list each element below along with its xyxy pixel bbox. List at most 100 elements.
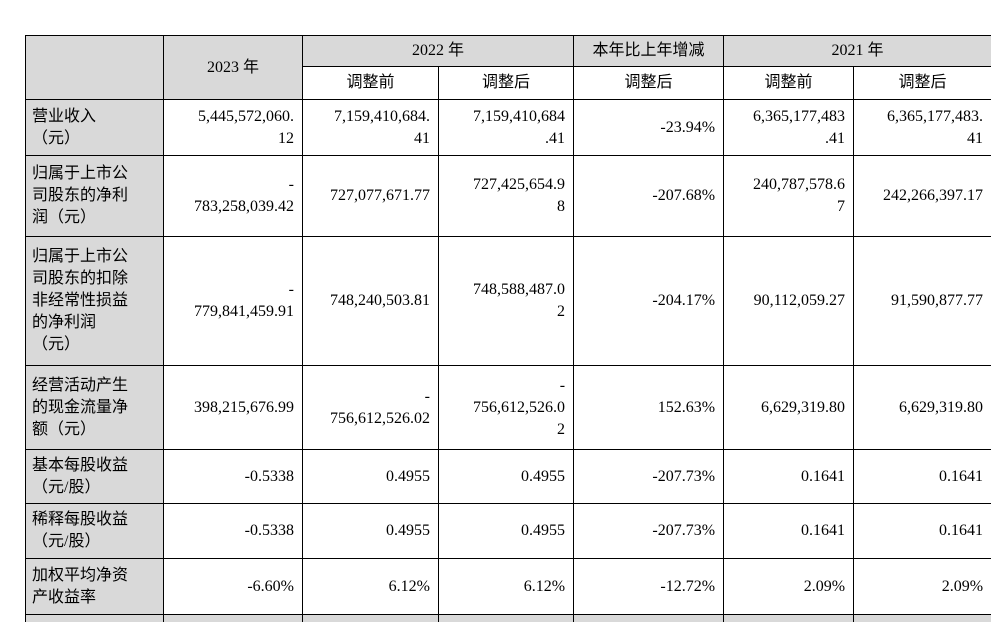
value-cell: -0.5338 <box>163 449 303 504</box>
value-cell: -23.94% <box>573 99 725 156</box>
value-cell: -204.17% <box>573 236 725 366</box>
cell-line: 7,159,410,684 <box>473 107 566 125</box>
value-cell: 0.4955 <box>302 503 439 559</box>
data-row: 归属于上市公 司股东的扣除 非经常性损益 的净利润 （元） - 779,841,459.91… <box>25 236 991 366</box>
value-cell: 6.12% <box>437 558 575 615</box>
cell-line: 营业收入 <box>32 107 97 125</box>
value-cell: 748,240,503.81 <box>302 236 439 366</box>
value-cell: 2.09% <box>853 558 991 615</box>
value-cell: -207.73% <box>573 503 725 559</box>
cell-line: 稀释每股收益 <box>32 511 129 528</box>
empty-cell <box>25 614 164 622</box>
cell-line: 经营活动产生 <box>32 376 129 394</box>
value-cell: 242,266,397.17 <box>853 155 991 237</box>
empty-cell <box>163 614 303 622</box>
cell-line: 7 <box>837 198 846 215</box>
subheader-cell: 调整前 <box>302 66 439 100</box>
row-label: 归属于上市公 司股东的扣除 非经常性损益 的净利润 （元） <box>25 236 164 366</box>
cell-line: 240,787,578.6 <box>753 176 846 193</box>
value-cell: 398,215,676.99 <box>163 365 303 450</box>
cell-line: 司股东的扣除 <box>32 270 129 287</box>
value-cell: 152.63% <box>573 365 725 450</box>
value-cell: 90,112,059.27 <box>723 236 855 366</box>
cell-line: 6,365,177,483 <box>753 107 846 125</box>
value-cell: 0.1641 <box>723 503 855 559</box>
corner-cell <box>25 35 164 100</box>
row-label: 营业收入 （元） <box>25 99 164 156</box>
table-frame: 2023 年 2022 年 本年比上年增减 2021 年 调整前 调整后 调整后 调整… <box>25 35 991 622</box>
value-cell: 748,588,487.0 2 <box>437 236 575 366</box>
value-cell: 0.4955 <box>302 449 439 504</box>
data-row: 基本每股收益 （元/股） -0.5338 0.4955 0.4955 -207.73% 0.… <box>25 449 991 504</box>
cell-line: 归属于上市公 <box>32 248 129 265</box>
row-label: 加权平均净资 产收益率 <box>25 558 164 615</box>
cell-line: 12 <box>278 129 294 147</box>
subheader-cell: 调整后 <box>853 66 991 100</box>
value-cell: 727,425,654.9 8 <box>437 155 575 237</box>
data-row: 营业收入 （元） 5,445,572,060. 12 7,159,410,684. 41 7… <box>25 99 991 156</box>
header-cell: 2021 年 <box>723 35 991 67</box>
cell-line: 41 <box>414 129 430 147</box>
cell-line: 756,612,526.02 <box>330 409 430 427</box>
value-cell: 240,787,578.6 7 <box>723 155 855 237</box>
subheader-cell: 调整后 <box>437 66 575 100</box>
cell-line: 的现金流量净 <box>32 398 129 416</box>
row-label: 经营活动产生 的现金流量净 额（元） <box>25 365 164 450</box>
cell-line: 加权平均净资 <box>32 566 129 584</box>
value-cell: 0.4955 <box>437 449 575 504</box>
value-cell: 6,365,177,483. 41 <box>853 99 991 156</box>
value-cell: -207.73% <box>573 449 725 504</box>
value-cell: - 779,841,459.91 <box>163 236 303 366</box>
row-label: 稀释每股收益 （元/股） <box>25 503 164 559</box>
empty-cell <box>302 614 439 622</box>
value-cell: 6,629,319.80 <box>723 365 855 450</box>
value-cell: 2.09% <box>723 558 855 615</box>
cell-line: .41 <box>825 129 846 147</box>
value-cell: -12.72% <box>573 558 725 615</box>
empty-cell <box>723 614 855 622</box>
value-cell: 6,365,177,483 .41 <box>723 99 855 156</box>
financial-table: 2023 年 2022 年 本年比上年增减 2021 年 调整前 调整后 调整后 调整… <box>25 35 991 622</box>
value-cell: 91,590,877.77 <box>853 236 991 366</box>
next-row <box>25 614 991 622</box>
cell-line: - <box>288 281 294 298</box>
cell-line: （元） <box>32 129 81 147</box>
header-cell: 本年比上年增减 <box>573 35 725 67</box>
subheader-cell: 调整前 <box>723 66 855 100</box>
value-cell: 0.4955 <box>437 503 575 559</box>
value-cell: 7,159,410,684 .41 <box>437 99 575 156</box>
row-label: 归属于上市公 司股东的净利 润（元） <box>25 155 164 237</box>
empty-cell <box>573 614 725 622</box>
cell-line: 基本每股收益 <box>32 456 129 474</box>
data-row: 归属于上市公 司股东的净利 润（元） - 783,258,039.42 727,077,6… <box>25 155 991 237</box>
value-cell: 7,159,410,684.41 <box>302 99 439 156</box>
empty-cell <box>853 614 991 622</box>
cell-line: 司股东的净利 <box>32 187 129 204</box>
cell-line: 额（元） <box>32 420 97 438</box>
cell-line: 8 <box>557 198 566 215</box>
data-row: 经营活动产生 的现金流量净 额（元） 398,215,676.99-756,612,5… <box>25 365 991 450</box>
empty-cell <box>437 614 575 622</box>
subheader-cell: 调整后 <box>573 66 725 100</box>
cell-line: 6,365,177,483. <box>887 107 984 125</box>
cell-line: 748,588,487.0 <box>473 281 566 298</box>
cell-line: 756,612,526.0 <box>473 398 566 416</box>
row-label: 基本每股收益 （元/股） <box>25 449 164 504</box>
cell-line: 润（元） <box>32 209 97 226</box>
cell-line: 2 <box>557 420 566 438</box>
value-cell: 727,077,671.77 <box>302 155 439 237</box>
value-cell: 6.12% <box>302 558 439 615</box>
cell-line: - <box>288 176 294 193</box>
value-cell: 0.1641 <box>723 449 855 504</box>
cell-line: .41 <box>545 129 566 147</box>
cell-line: （元/股） <box>32 533 101 550</box>
cell-line: 41 <box>967 129 984 147</box>
cell-line: 归属于上市公 <box>32 165 129 182</box>
header-cell: 2022 年 <box>301 35 575 67</box>
header-cell: 2023 年 <box>163 35 303 100</box>
cell-line: 2 <box>557 303 566 320</box>
value-cell: -756,612,526.02 <box>302 365 439 450</box>
data-row: 加权平均净资 产收益率 -6.60% 6.12% 6.12% -12.72% 2.09% 2.… <box>25 558 991 615</box>
